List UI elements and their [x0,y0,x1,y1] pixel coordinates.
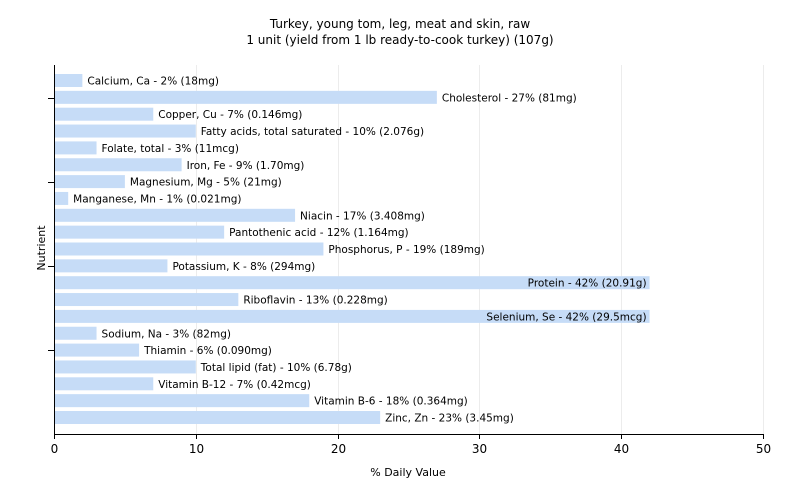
bar [54,293,239,307]
bar [54,242,324,256]
x-axis-title: % Daily Value [370,466,446,479]
bar-label: Riboflavin - 13% (0.228mg) [243,295,387,307]
bar-label: Fatty acids, total saturated - 10% (2.07… [201,126,424,138]
bar-label: Magnesium, Mg - 5% (21mg) [130,177,282,189]
chart-title: Turkey, young tom, leg, meat and skin, r… [269,17,530,31]
bar-label: Thiamin - 6% (0.090mg) [143,345,272,357]
bar [54,394,310,408]
bar [54,124,196,138]
x-tick-label: 50 [756,442,771,456]
bar [54,343,140,357]
x-tick-label: 30 [472,442,487,456]
axes: 0 10 20 30 40 50 [48,65,771,456]
x-tick-label: 10 [189,442,204,456]
bar [54,259,168,273]
bar-label: Protein - 42% (20.91g) [528,278,647,290]
bar [54,175,125,189]
bar-label: Total lipid (fat) - 10% (6.78g) [200,362,352,374]
x-tick-label: 40 [614,442,629,456]
bar-label: Folate, total - 3% (11mcg) [102,143,239,155]
bar-label: Manganese, Mn - 1% (0.021mg) [73,193,241,205]
bars: Calcium, Ca - 2% (18mg) Cholesterol - 27%… [54,74,650,425]
bar [54,107,154,121]
bar-label: Phosphorus, P - 19% (189mg) [328,244,484,256]
bar [54,309,650,323]
bar [54,208,296,222]
bar-label: Zinc, Zn - 23% (3.45mg) [385,413,514,425]
bar [54,158,182,172]
chart-subtitle: 1 unit (yield from 1 lb ready-to-cook tu… [246,33,553,47]
bar [54,191,69,205]
bar-label: Sodium, Na - 3% (82mg) [102,328,231,340]
bar [54,225,225,239]
bar [54,90,437,104]
bar-label: Selenium, Se - 42% (29.5mcg) [486,311,646,323]
bar-label: Pantothenic acid - 12% (1.164mg) [229,227,408,239]
y-axis-title: Nutrient [35,225,48,271]
bar [54,74,83,87]
x-tick-label: 20 [331,442,346,456]
bar-label: Cholesterol - 27% (81mg) [442,92,577,104]
gridlines [196,65,764,434]
bar-label: Calcium, Ca - 2% (18mg) [87,76,219,88]
bar [54,141,97,155]
bar-label: Vitamin B-6 - 18% (0.364mg) [314,396,468,408]
bar [54,411,381,424]
bar [54,326,97,340]
bar [54,360,196,374]
x-tick-label: 0 [51,442,59,456]
bar-label: Niacin - 17% (3.408mg) [300,210,425,222]
bar-label: Iron, Fe - 9% (1.70mg) [187,160,305,172]
bar-label: Potassium, K - 8% (294mg) [172,261,315,273]
bar-label: Copper, Cu - 7% (0.146mg) [158,109,302,121]
bar [54,377,154,391]
bar-label: Vitamin B-12 - 7% (0.42mcg) [158,379,311,391]
bar [54,276,650,290]
